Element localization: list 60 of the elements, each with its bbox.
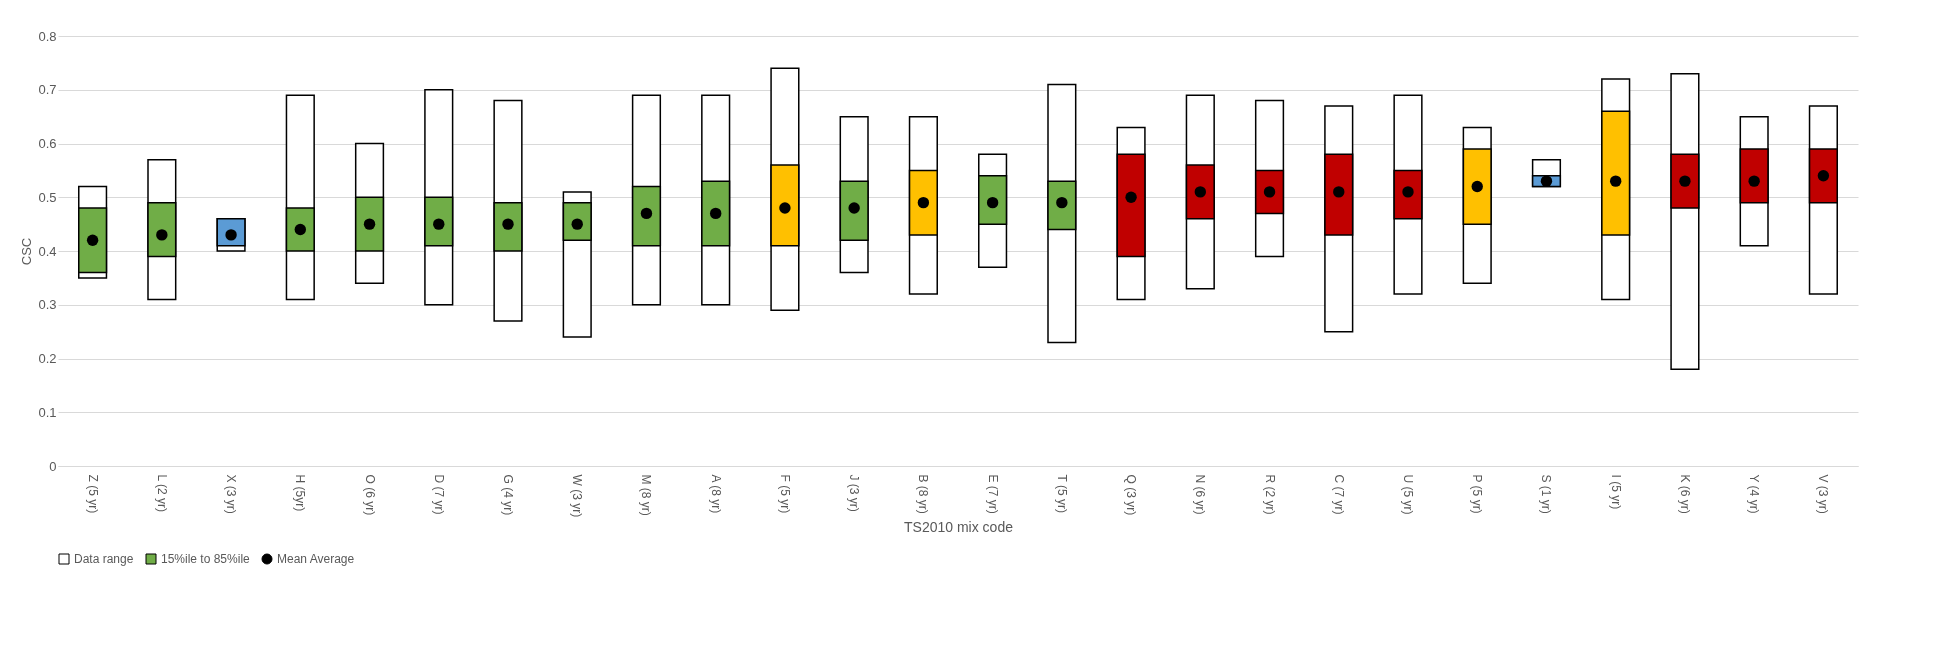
point [1679, 175, 1691, 187]
x-tick-label: D (7 yr) [431, 474, 446, 515]
point [1540, 175, 1553, 187]
x-tick-label: N (6 yr) [1193, 474, 1208, 515]
legend-label: Data range [74, 552, 134, 566]
legend-label: Mean Average [277, 552, 355, 566]
x-tick-label: C (7 yr) [1331, 474, 1346, 515]
legend-label: 15%ile to 85%ile [161, 552, 251, 566]
x-tick-label: Q (3 yr) [1124, 474, 1139, 516]
point [709, 207, 722, 220]
y-tick-label: 0.6 [38, 136, 57, 151]
point [86, 234, 99, 246]
y-tick-label: 0.5 [38, 189, 57, 205]
point [1471, 180, 1483, 193]
point [1817, 170, 1830, 182]
x-tick-label: R (2 yr) [1262, 474, 1277, 515]
point [1609, 175, 1622, 187]
point [640, 207, 653, 220]
x-tick-label: W (3 yr) [570, 474, 585, 518]
x-tick-label: I (5 yr) [1608, 474, 1623, 510]
y-tick-label: 0.2 [38, 351, 57, 366]
x-tick-label: T (5 yr) [1054, 474, 1069, 513]
point [848, 202, 860, 214]
y-tick-label: 0.8 [38, 28, 57, 44]
point [917, 196, 930, 209]
point [1402, 186, 1414, 198]
x-tick-label: K (6 yr) [1677, 474, 1692, 514]
x-tick-label: X (3 yr) [224, 474, 239, 514]
point [433, 218, 445, 230]
x-tick-label: Z (5 yr) [85, 474, 100, 514]
y-tick-label: 0.3 [38, 297, 57, 313]
y-tick-label: 0.4 [38, 243, 57, 259]
point [1194, 186, 1207, 198]
point [156, 229, 168, 241]
x-tick-label: L (2 yr) [154, 474, 169, 513]
x-tick-label: M (8 yr) [639, 474, 654, 516]
point [779, 202, 791, 214]
x-tick-label: B (8 yr) [916, 474, 931, 514]
x-tick-label: F (5 yr) [777, 474, 792, 514]
x-tick-label: A (8 yr) [708, 474, 723, 514]
y-tick-label: 0.1 [38, 404, 57, 420]
y-axis-title: CSC [19, 237, 35, 266]
x-tick-label: J (3 yr) [847, 474, 862, 512]
x-tick-label: U (5 yr) [1401, 474, 1415, 515]
point [1333, 186, 1345, 198]
x-tick-label: O (6 yr) [362, 474, 377, 516]
x-tick-label: H (5yr) [293, 474, 308, 512]
y-tick-label: 0 [49, 458, 57, 474]
x-tick-label: S (1 yr) [1539, 474, 1554, 514]
x-tick-label: E (7 yr) [985, 474, 1000, 514]
x-tick-label: Y (4 yr) [1747, 474, 1762, 514]
point [502, 218, 514, 230]
y-tick-label: 0.7 [38, 82, 57, 98]
x-tick-label: V (3 yr) [1816, 474, 1831, 514]
x-tick-label: P (5 yr) [1470, 474, 1485, 514]
point [363, 218, 376, 230]
x-tick-label: G (4 yr) [501, 474, 515, 516]
x-axis-title: TS2010 mix code [904, 519, 1014, 536]
point [1125, 191, 1137, 203]
point [1748, 175, 1760, 187]
